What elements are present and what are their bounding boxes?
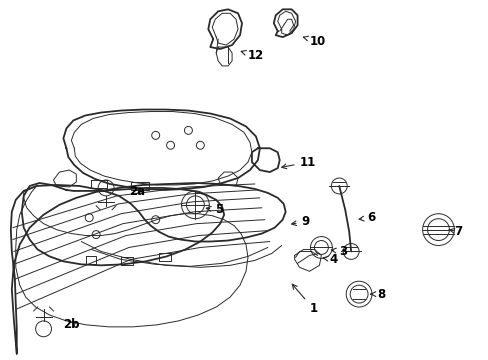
Text: 10: 10 [303, 35, 325, 48]
Text: 9: 9 [291, 215, 309, 228]
Text: 2a: 2a [129, 185, 145, 198]
Text: 3: 3 [331, 245, 346, 258]
Text: 11: 11 [281, 156, 315, 169]
Text: 1: 1 [292, 284, 317, 315]
Text: 8: 8 [370, 288, 385, 301]
Text: 2b: 2b [63, 318, 80, 331]
Text: 12: 12 [241, 49, 264, 63]
Text: 7: 7 [448, 225, 462, 238]
Text: 6: 6 [358, 211, 374, 224]
Text: 4: 4 [323, 253, 337, 266]
Text: 5: 5 [206, 203, 223, 216]
